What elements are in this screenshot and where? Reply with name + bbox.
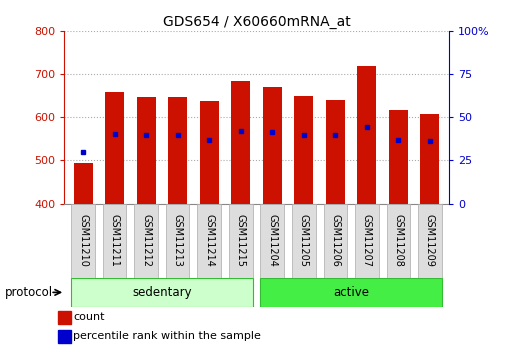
Bar xyxy=(105,92,124,204)
Bar xyxy=(294,96,313,204)
Text: GSM11213: GSM11213 xyxy=(173,214,183,267)
Bar xyxy=(261,204,284,278)
Bar xyxy=(229,204,252,278)
Bar xyxy=(324,204,347,278)
Bar xyxy=(168,97,187,204)
Text: GSM11205: GSM11205 xyxy=(299,214,309,267)
Bar xyxy=(358,66,377,204)
Bar xyxy=(261,278,442,307)
Text: GSM11210: GSM11210 xyxy=(78,214,88,267)
Text: percentile rank within the sample: percentile rank within the sample xyxy=(73,331,261,341)
Bar xyxy=(73,162,92,204)
Text: GSM11215: GSM11215 xyxy=(236,214,246,267)
Bar xyxy=(326,100,345,204)
Bar xyxy=(355,204,379,278)
Text: sedentary: sedentary xyxy=(132,286,192,299)
Bar xyxy=(418,204,442,278)
Text: count: count xyxy=(73,312,105,322)
Text: GSM11208: GSM11208 xyxy=(393,214,403,267)
Text: GSM11207: GSM11207 xyxy=(362,214,372,267)
Text: GSM11209: GSM11209 xyxy=(425,214,435,267)
Title: GDS654 / X60660mRNA_at: GDS654 / X60660mRNA_at xyxy=(163,14,350,29)
Bar xyxy=(58,330,71,343)
Text: GSM11204: GSM11204 xyxy=(267,214,277,267)
Bar xyxy=(389,110,408,204)
Bar xyxy=(166,204,189,278)
Text: active: active xyxy=(333,286,369,299)
Bar xyxy=(200,101,219,204)
Bar xyxy=(231,81,250,204)
Bar xyxy=(421,114,440,204)
Bar xyxy=(263,87,282,204)
Bar xyxy=(71,278,252,307)
Bar xyxy=(71,204,95,278)
Bar xyxy=(292,204,315,278)
Bar xyxy=(387,204,410,278)
Text: GSM11211: GSM11211 xyxy=(110,214,120,267)
Text: protocol: protocol xyxy=(5,286,53,299)
Text: GSM11206: GSM11206 xyxy=(330,214,340,267)
Text: GSM11212: GSM11212 xyxy=(141,214,151,267)
Bar xyxy=(58,311,71,324)
Text: GSM11214: GSM11214 xyxy=(204,214,214,267)
Bar xyxy=(136,97,155,204)
Bar xyxy=(198,204,221,278)
Bar xyxy=(103,204,126,278)
Bar xyxy=(134,204,158,278)
